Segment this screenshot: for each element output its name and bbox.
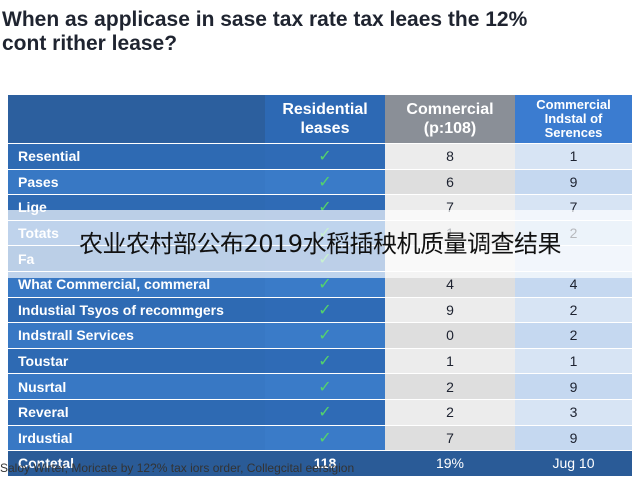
commercial-cell: 2	[385, 373, 515, 400]
industrial-cell: 3	[515, 398, 632, 426]
commercial-cell: 6	[385, 168, 515, 195]
check-icon: ✓	[318, 301, 332, 319]
row-label: Resential	[8, 143, 265, 170]
row-label: Indstrall Services	[8, 322, 265, 349]
industrial-cell: 2	[515, 322, 632, 349]
table-total-row: Contetal 118 19% Jug 10	[8, 450, 632, 476]
industrial-cell: 1	[515, 143, 632, 170]
table-row: Indstrall Services ✓ 0 2	[8, 322, 632, 349]
check-icon: ✓	[318, 353, 332, 371]
commercial-cell: 2	[385, 398, 515, 426]
residential-cell: ✓	[265, 168, 385, 195]
overlay-banner	[0, 210, 640, 278]
row-label: Pases	[8, 168, 265, 195]
header-residential: Residential leases	[265, 95, 385, 144]
row-label: Reveral	[8, 398, 265, 426]
residential-cell: ✓	[265, 398, 385, 426]
header-label-column	[8, 95, 265, 144]
commercial-cell: 8	[385, 143, 515, 170]
table-row: Industial Tsyos of recommgers ✓ 9 2	[8, 296, 632, 323]
table-row: Reveral ✓ 2 3	[8, 398, 632, 426]
table-row: Irdustial ✓ 7 9	[8, 424, 632, 451]
commercial-cell: 7	[385, 424, 515, 451]
check-icon: ✓	[318, 173, 332, 191]
header-commercial: Comnercial (p:108)	[385, 95, 515, 144]
check-icon: ✓	[318, 148, 332, 166]
title-line-1: When as applicase in sase tax rate tax l…	[2, 8, 528, 31]
residential-cell: ✓	[265, 373, 385, 400]
overlay-banner-text: 农业农村部公布2019水稻插秧机质量调查结果	[78, 230, 562, 258]
commercial-cell: 1	[385, 347, 515, 374]
check-icon: ✓	[318, 404, 332, 422]
total-commercial: 19%	[385, 450, 515, 476]
table-row: Toustar ✓ 1 1	[8, 347, 632, 374]
residential-cell: ✓	[265, 347, 385, 374]
industrial-cell: 9	[515, 424, 632, 451]
residential-cell: ✓	[265, 143, 385, 170]
row-label: Industial Tsyos of recommgers	[8, 296, 265, 323]
residential-cell: ✓	[265, 424, 385, 451]
title-line-2: cont rither lease?	[2, 32, 178, 55]
residential-cell: ✓	[265, 296, 385, 323]
industrial-cell: 1	[515, 347, 632, 374]
commercial-cell: 9	[385, 296, 515, 323]
table-body: Resential✓81Pases✓69Lige✓77Totats✓12Fa✓W…	[8, 143, 632, 476]
comparison-table: Residential leases Comnercial (p:108) Co…	[8, 95, 632, 476]
table-row: Nusrtal ✓ 2 9	[8, 373, 632, 400]
total-residential: 118	[265, 450, 385, 476]
table-caption: Saloy Wirter, Moricate by 12?% tax iors …	[0, 461, 355, 475]
residential-cell: ✓	[265, 322, 385, 349]
industrial-cell: 9	[515, 373, 632, 400]
commercial-cell: 0	[385, 322, 515, 349]
industrial-cell: 2	[515, 296, 632, 323]
table-header-row: Residential leases Comnercial (p:108) Co…	[8, 95, 632, 144]
check-icon: ✓	[318, 276, 332, 294]
header-industrial: Commercial Indstal of Serences	[515, 95, 632, 144]
industrial-cell: 9	[515, 168, 632, 195]
check-icon: ✓	[318, 327, 332, 345]
total-label: Contetal	[8, 450, 265, 476]
row-label: Toustar	[8, 347, 265, 374]
row-label: Irdustial	[8, 424, 265, 451]
row-label: Nusrtal	[8, 373, 265, 400]
table-row: Resential ✓ 8 1	[8, 143, 632, 170]
check-icon: ✓	[318, 429, 332, 447]
total-industrial: Jug 10	[515, 450, 632, 476]
check-icon: ✓	[318, 378, 332, 396]
table-row: Pases ✓ 6 9	[8, 168, 632, 195]
page-title: When as applicase in sase tax rate tax l…	[0, 8, 640, 56]
